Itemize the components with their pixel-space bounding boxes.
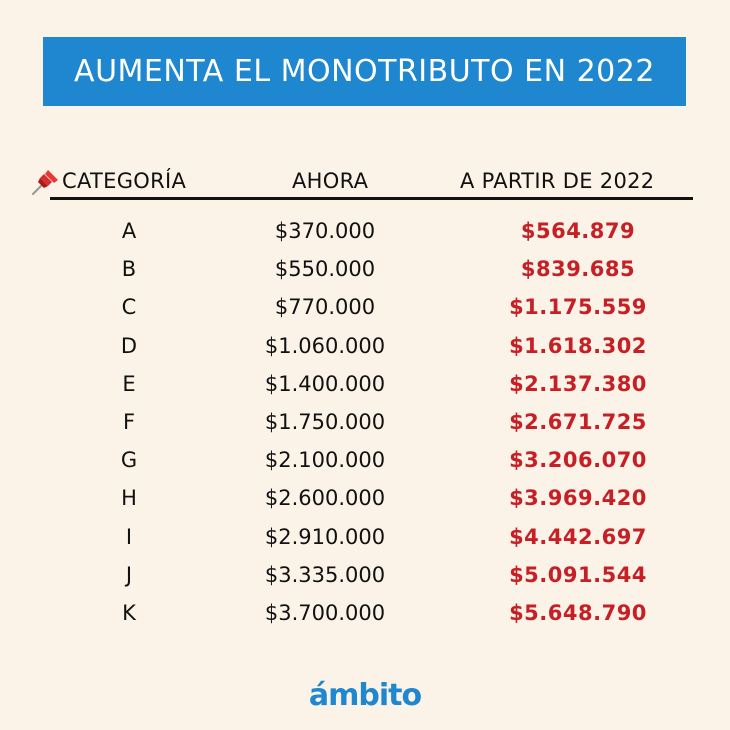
table-row: G $2.100.000 $3.206.070 [0, 441, 730, 479]
header-categoria: CATEGORÍA [62, 169, 187, 193]
cell-ahora: $1.400.000 [264, 371, 386, 396]
table-row: B $550.000 $839.685 [0, 250, 730, 288]
cell-nuevo: $5.091.544 [509, 562, 647, 587]
page-title: AUMENTA EL MONOTRIBUTO EN 2022 [74, 54, 655, 89]
cell-ahora: $2.600.000 [264, 486, 386, 511]
table-row: A $370.000 $564.879 [0, 212, 730, 250]
table-row: E $1.400.000 $2.137.380 [0, 365, 730, 403]
cell-ahora: $3.700.000 [264, 600, 386, 625]
cell-categoria: G [120, 448, 138, 473]
cell-ahora: $1.750.000 [264, 409, 386, 434]
cell-categoria: K [122, 600, 136, 625]
pushpin-icon [31, 170, 58, 196]
table-row: C $770.000 $1.175.559 [0, 288, 730, 326]
table-row: H $2.600.000 $3.969.420 [0, 479, 730, 517]
table-body: A $370.000 $564.879 B $550.000 $839.685 … [0, 212, 730, 632]
cell-nuevo: $3.206.070 [509, 448, 647, 473]
table-row: J $3.335.000 $5.091.544 [0, 556, 730, 594]
cell-ahora: $1.060.000 [264, 333, 386, 358]
table-header: CATEGORÍA AHORA A PARTIR DE 2022 [0, 164, 730, 198]
cell-nuevo: $2.137.380 [509, 371, 647, 396]
cell-ahora: $2.100.000 [264, 448, 386, 473]
cell-categoria: I [125, 524, 133, 549]
cell-categoria: H [121, 486, 137, 511]
table-row: I $2.910.000 $4.442.697 [0, 518, 730, 556]
table-row: F $1.750.000 $2.671.725 [0, 403, 730, 441]
cell-categoria: J [125, 562, 133, 587]
cell-nuevo: $3.969.420 [509, 486, 647, 511]
cell-nuevo: $5.648.790 [509, 600, 647, 625]
header-nuevo: A PARTIR DE 2022 [460, 169, 655, 193]
cell-nuevo: $4.442.697 [509, 524, 647, 549]
cell-ahora: $770.000 [274, 295, 376, 320]
cell-categoria: C [121, 295, 137, 320]
header-ahora: AHORA [292, 169, 369, 193]
cell-nuevo: $1.618.302 [509, 333, 647, 358]
cell-categoria: B [121, 257, 137, 282]
cell-ahora: $550.000 [274, 257, 376, 282]
cell-categoria: F [122, 409, 136, 434]
title-banner: AUMENTA EL MONOTRIBUTO EN 2022 [43, 37, 686, 106]
cell-nuevo: $564.879 [520, 219, 636, 243]
cell-ahora: $2.910.000 [264, 524, 386, 549]
cell-ahora: $3.335.000 [264, 562, 386, 587]
table-row: K $3.700.000 $5.648.790 [0, 594, 730, 632]
table-row: D $1.060.000 $1.618.302 [0, 327, 730, 365]
cell-nuevo: $839.685 [520, 257, 636, 282]
cell-categoria: A [121, 219, 137, 243]
header-divider [50, 197, 693, 200]
cell-categoria: E [122, 371, 136, 396]
cell-nuevo: $2.671.725 [509, 409, 647, 434]
cell-categoria: D [120, 333, 138, 358]
ambito-logo: ámbito [308, 678, 422, 713]
cell-ahora: $370.000 [274, 219, 376, 243]
cell-nuevo: $1.175.559 [509, 295, 647, 320]
